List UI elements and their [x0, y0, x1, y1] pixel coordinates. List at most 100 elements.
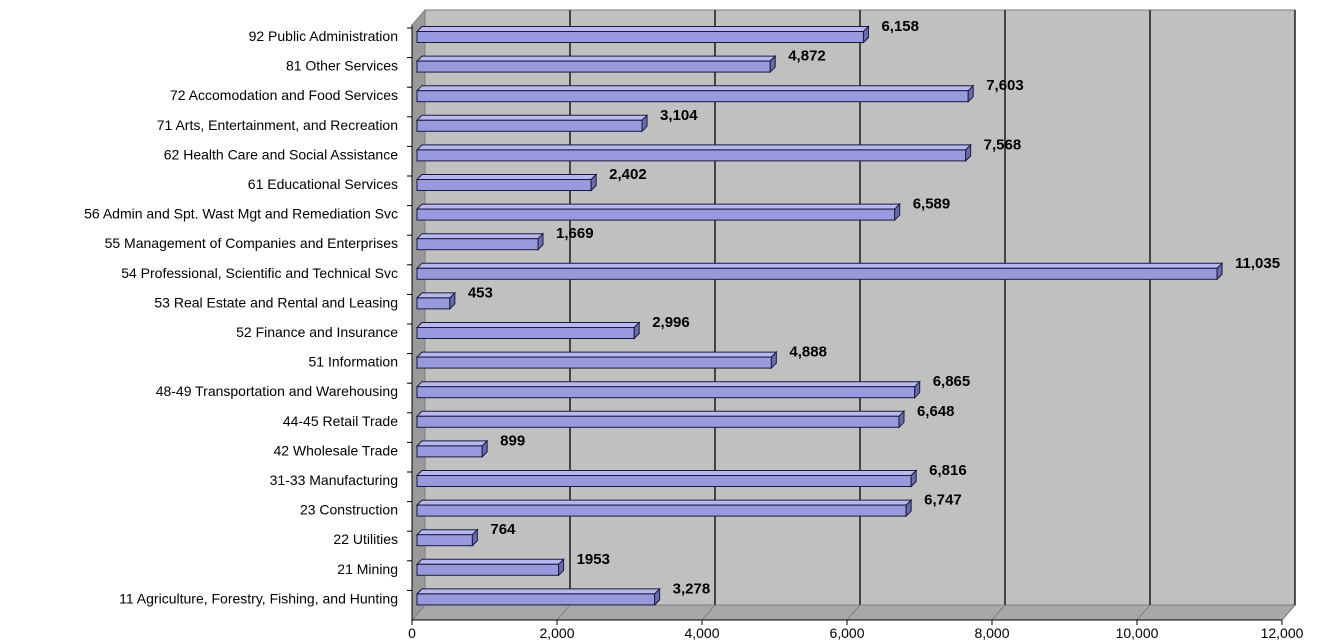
floor-gridline — [1281, 604, 1296, 621]
category-label: 23 Construction — [300, 502, 398, 518]
bar-front — [416, 119, 643, 132]
bar-end — [965, 143, 972, 163]
bar — [415, 469, 918, 488]
category-labels: 92 Public Administration 81 Other Service… — [84, 28, 398, 606]
bar-front — [416, 504, 907, 517]
category-label: 21 Mining — [337, 561, 398, 577]
bar-front — [416, 297, 451, 310]
floor-gridline — [556, 604, 571, 621]
bar-top — [415, 470, 918, 476]
bar-top — [415, 114, 649, 121]
bar-front — [416, 534, 473, 547]
bar-end — [590, 173, 597, 192]
bar — [415, 25, 870, 44]
bar-front — [416, 327, 635, 339]
bar-top — [415, 26, 870, 32]
bar-end — [558, 558, 565, 577]
x-tick-label: 8,000 — [974, 625, 1009, 641]
bar-top — [415, 233, 545, 240]
bar — [415, 498, 913, 518]
value-label: 3,278 — [673, 580, 711, 597]
bar-front — [416, 475, 912, 487]
bar-end — [770, 350, 777, 370]
category-label: 31-33 Manufacturing — [270, 472, 398, 488]
bar-top — [415, 262, 1224, 269]
category-label: 53 Real Estate and Rental and Leasing — [154, 294, 398, 310]
bar-end — [894, 202, 901, 222]
bar-front — [416, 208, 896, 221]
bar-front — [416, 60, 771, 73]
value-label: 7,568 — [984, 136, 1022, 153]
value-label: 899 — [500, 432, 525, 449]
bar-end — [910, 469, 917, 488]
bar-top — [415, 529, 479, 536]
floor-gridline — [701, 604, 716, 621]
bar — [415, 410, 906, 429]
bar-top — [415, 351, 778, 358]
bar — [415, 321, 641, 340]
bar — [415, 114, 649, 133]
bar-front — [416, 593, 656, 606]
x-axis: 0 2,000 4,000 6,000 8,000 10,000 12,000 — [407, 25, 1304, 641]
bar-front — [416, 267, 1218, 280]
bar-front — [416, 31, 864, 43]
bar — [415, 262, 1224, 281]
bar — [415, 84, 975, 103]
category-label: 56 Admin and Spt. Wast Mgt and Remediati… — [84, 206, 398, 222]
bar-front — [416, 149, 967, 162]
value-label: 6,648 — [917, 403, 955, 420]
bar — [415, 439, 489, 459]
value-label: 6,816 — [929, 462, 967, 479]
category-label: 48-49 Transportation and Warehousing — [156, 383, 398, 399]
bar-front — [416, 415, 900, 428]
x-tick-label: 0 — [408, 625, 416, 641]
value-label: 453 — [468, 284, 493, 301]
bar-top — [415, 55, 777, 62]
category-label: 54 Professional, Scientific and Technica… — [121, 265, 398, 281]
bars — [415, 25, 1224, 607]
bar — [415, 202, 901, 222]
bar-end — [641, 114, 648, 133]
value-label: 1953 — [577, 551, 610, 568]
value-label: 3,104 — [660, 107, 698, 124]
value-label: 6,589 — [913, 196, 951, 213]
value-label: 2,996 — [652, 314, 690, 331]
category-label: 55 Management of Companies and Enterpris… — [105, 235, 398, 251]
value-label: 7,603 — [986, 77, 1024, 94]
bar-top — [415, 499, 913, 506]
category-label: 71 Arts, Entertainment, and Recreation — [157, 117, 398, 133]
bar-top — [415, 440, 489, 447]
bar-top — [415, 85, 975, 92]
bar-front — [416, 386, 916, 399]
bar-end — [654, 587, 661, 607]
bar-end — [914, 380, 921, 399]
bar-end — [905, 498, 912, 518]
x-tick-label: 10,000 — [1116, 625, 1159, 641]
bar — [415, 350, 778, 370]
bar-top — [415, 144, 972, 151]
bar-front — [416, 563, 560, 576]
floor-gridline — [1136, 604, 1151, 621]
bar — [415, 54, 777, 74]
bar-top — [415, 410, 906, 417]
bar-end — [898, 410, 905, 429]
category-label: 61 Educational Services — [248, 176, 398, 192]
x-tick-label: 4,000 — [684, 625, 719, 641]
bar-front — [416, 90, 969, 103]
bar-top — [415, 322, 641, 328]
value-label: 11,035 — [1235, 255, 1280, 272]
category-label: 62 Health Care and Social Assistance — [164, 146, 398, 162]
bar-top — [415, 588, 661, 595]
bar-top — [415, 203, 901, 210]
category-label: 81 Other Services — [286, 58, 398, 74]
value-label: 2,402 — [609, 166, 647, 183]
bar — [415, 173, 598, 192]
bar-end — [471, 528, 478, 547]
category-label: 51 Information — [309, 354, 399, 370]
bar-end — [481, 439, 488, 459]
floor-gridline — [846, 604, 861, 621]
bar — [415, 232, 545, 251]
x-tick-label: 12,000 — [1261, 625, 1304, 641]
bar — [415, 528, 479, 547]
